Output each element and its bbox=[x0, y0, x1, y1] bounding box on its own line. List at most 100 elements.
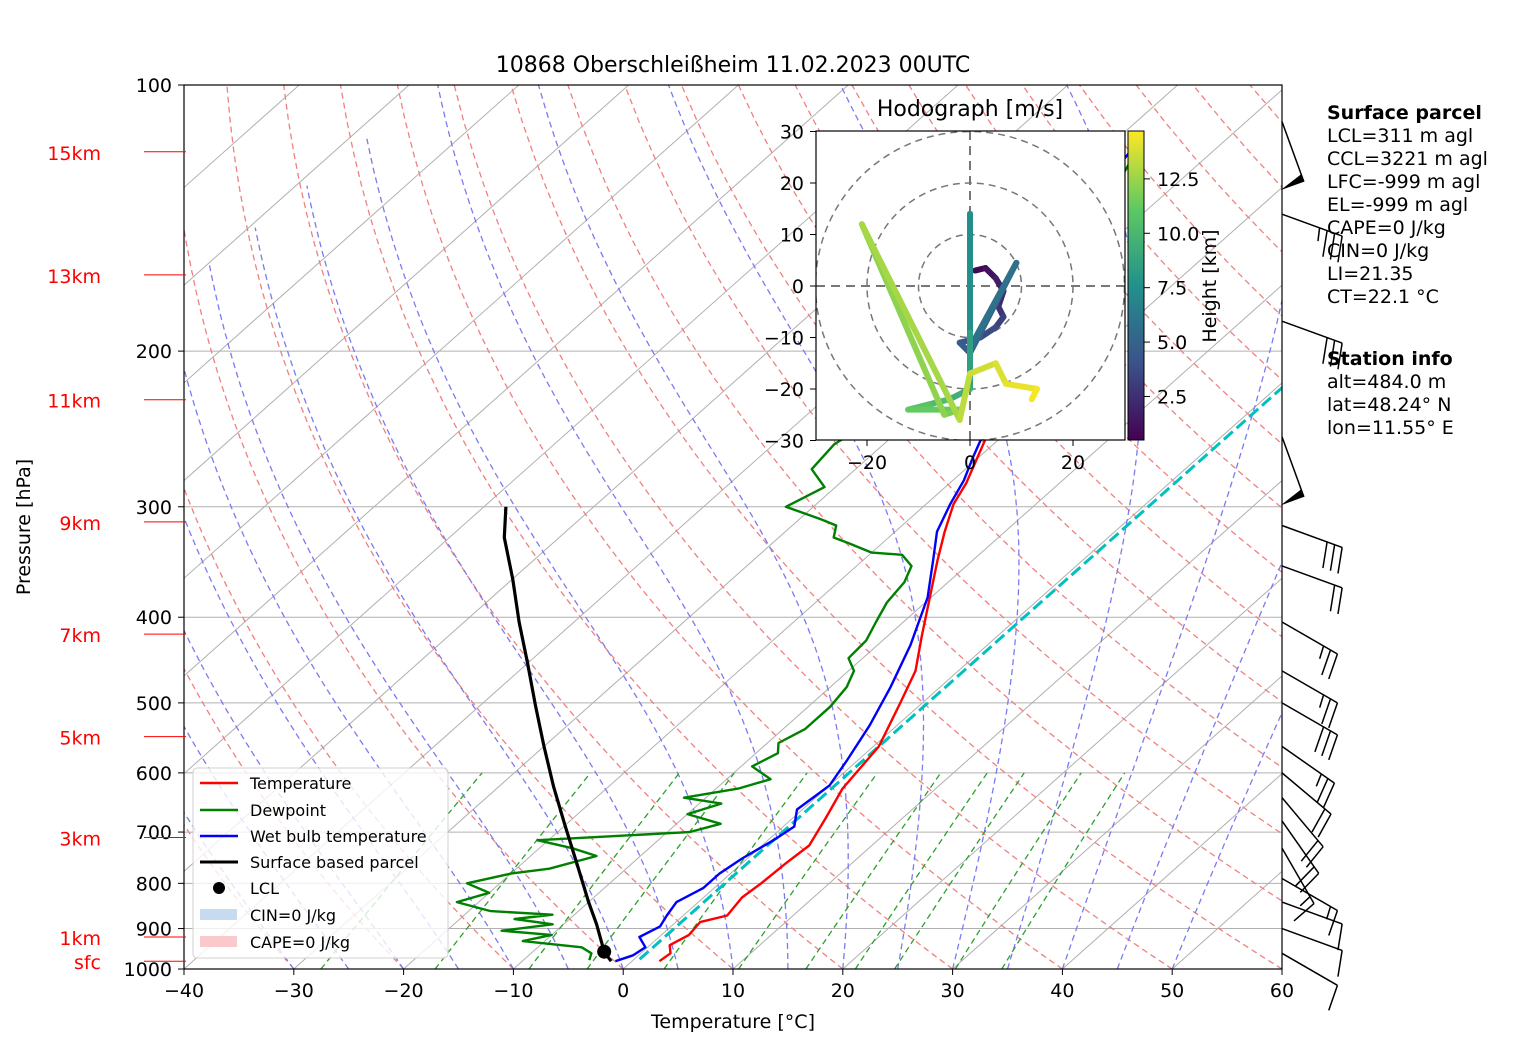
wind-barb-staff bbox=[1281, 213, 1343, 237]
wind-barb-flag bbox=[1329, 340, 1336, 367]
wind-barb-flag bbox=[1337, 547, 1343, 574]
wind-barb-flag bbox=[1328, 702, 1339, 729]
wind-barb-pennant bbox=[1280, 489, 1304, 506]
wind-barb-flag bbox=[1329, 544, 1336, 571]
hodograph-segment bbox=[977, 324, 999, 341]
y-tick-label: 300 bbox=[136, 497, 172, 519]
isotherm-line bbox=[184, 85, 410, 286]
height-tick-label: 3km bbox=[59, 829, 101, 851]
wind-barb-flag bbox=[1322, 541, 1328, 569]
height-tick-label: 9km bbox=[59, 513, 101, 535]
mixing-ratio-line bbox=[894, 772, 1025, 969]
y-tick-label: 1000 bbox=[124, 959, 172, 981]
wind-barb-flag bbox=[1337, 923, 1343, 951]
x-tick-label: −10 bbox=[493, 980, 533, 1002]
y-tick-label: 200 bbox=[136, 341, 172, 363]
isotherm-line bbox=[622, 382, 1282, 969]
moist-adiabat-line bbox=[184, 366, 514, 969]
wind-barb-staff bbox=[1281, 927, 1343, 952]
legend-label-cin: CIN=0 J/kg bbox=[250, 906, 336, 925]
hodograph-ticks: −20 0 20 30 20 10 0 −10 −20 −30 bbox=[764, 122, 1085, 475]
wind-barb-pennant bbox=[1280, 174, 1304, 191]
wind-barb-staff bbox=[1281, 670, 1338, 704]
y-tick-label: 400 bbox=[136, 607, 172, 629]
wind-barb-flag bbox=[1328, 985, 1339, 1011]
wind-barb-staff bbox=[1281, 320, 1343, 344]
surface-parcel-heading: Surface parcel bbox=[1327, 102, 1482, 124]
station-altitude: alt=484.0 m bbox=[1327, 371, 1447, 393]
wind-barb bbox=[1281, 621, 1339, 680]
wind-barb bbox=[1280, 121, 1305, 191]
hodograph-x-tick-label: 20 bbox=[1061, 452, 1085, 474]
surface-parcel-cin: CIN=0 J/kg bbox=[1327, 240, 1430, 262]
mixing-ratio-line bbox=[528, 772, 680, 969]
x-tick-label: 50 bbox=[1160, 980, 1184, 1002]
y-tick-label: 100 bbox=[136, 75, 172, 97]
wind-barb-staff bbox=[1281, 901, 1343, 925]
height-tick-label: 11km bbox=[47, 391, 101, 413]
y-tick-label: 600 bbox=[136, 763, 172, 785]
isotherm-line bbox=[184, 85, 959, 775]
wind-barbs bbox=[1280, 121, 1343, 1011]
parcel-path bbox=[502, 506, 613, 963]
dry-adiabat-line bbox=[510, 85, 1282, 969]
colorbar-tick-label: 5.0 bbox=[1157, 332, 1187, 354]
wind-barb-flag bbox=[1322, 337, 1328, 364]
station-longitude: lon=11.55° E bbox=[1327, 417, 1454, 439]
y-tick-label: 900 bbox=[136, 919, 172, 941]
height-tick-label: sfc bbox=[74, 952, 101, 974]
wind-barb-flag bbox=[1300, 840, 1319, 862]
wind-barb-flag bbox=[1321, 649, 1332, 676]
moist-adiabat-line bbox=[1006, 85, 1143, 969]
wind-barb bbox=[1281, 772, 1332, 838]
mixing-ratio-line bbox=[738, 772, 878, 969]
dry-adiabat-line bbox=[226, 85, 734, 969]
wind-barb-half-flag bbox=[1299, 896, 1311, 907]
surface-parcel-panel: Surface parcel LCL=311 m agl CCL=3221 m … bbox=[1327, 102, 1488, 309]
dry-adiabat-line bbox=[680, 85, 1282, 769]
wind-barb-flag bbox=[1316, 778, 1329, 803]
hodograph-segment bbox=[956, 370, 973, 423]
wind-barb-flag bbox=[1311, 808, 1326, 833]
colorbar-tick-label: 12.5 bbox=[1157, 169, 1199, 191]
x-tick-label: 40 bbox=[1050, 980, 1074, 1002]
height-tick-label: 7km bbox=[59, 625, 101, 647]
surface-parcel-cape: CAPE=0 J/kg bbox=[1327, 217, 1446, 239]
colorbar-tick-label: 7.5 bbox=[1157, 278, 1187, 300]
hodograph-y-tick-label: −10 bbox=[764, 328, 804, 350]
isotherm-line bbox=[952, 675, 1282, 969]
legend-swatch-cin bbox=[200, 909, 237, 920]
x-tick-label: 10 bbox=[721, 980, 745, 1002]
colorbar-ticks: 2.5 5.0 7.5 10.0 12.5 bbox=[1144, 169, 1199, 408]
hodograph-segment bbox=[1003, 380, 1040, 392]
hodograph-y-tick-label: −20 bbox=[764, 379, 804, 401]
wind-barb-half-flag bbox=[1317, 227, 1321, 242]
wind-barb bbox=[1281, 320, 1343, 370]
isotherm-line bbox=[842, 577, 1282, 969]
x-tick-label: 0 bbox=[617, 980, 629, 1002]
moist-adiabat-line bbox=[1061, 297, 1282, 969]
wind-barb-half-flag bbox=[1325, 906, 1332, 920]
mixing-ratio-lines bbox=[320, 772, 1126, 969]
height-tick-label: 13km bbox=[47, 266, 101, 288]
isotherm-line bbox=[1062, 772, 1282, 969]
legend-label-parcel: Surface based parcel bbox=[250, 853, 419, 872]
wind-barb-flag bbox=[1322, 782, 1336, 808]
moist-adiabat-line bbox=[437, 85, 789, 969]
hodograph-y-tick-label: 0 bbox=[792, 276, 804, 298]
surface-parcel-lfc: LFC=-999 m agl bbox=[1327, 171, 1481, 193]
mixing-ratio-line bbox=[954, 772, 1082, 969]
isotherm-line bbox=[184, 85, 520, 384]
legend-label-temperature: Temperature bbox=[249, 774, 351, 793]
moist-adiabat-line bbox=[366, 138, 734, 969]
height-tick-label: 15km bbox=[47, 143, 101, 165]
station-info-heading: Station info bbox=[1327, 348, 1453, 370]
wind-barb-staff bbox=[1281, 745, 1335, 784]
wind-barb-flag bbox=[1328, 910, 1339, 936]
colorbar-tick-label: 2.5 bbox=[1157, 386, 1187, 408]
wind-barb-staff bbox=[1281, 772, 1332, 815]
hodograph: Hodograph [m/s] −20 0 20 30 20 10 0 −10 −20 −30 2… bbox=[764, 97, 1221, 474]
x-tick-label: −30 bbox=[274, 980, 314, 1002]
moist-adiabat-line bbox=[306, 185, 679, 969]
